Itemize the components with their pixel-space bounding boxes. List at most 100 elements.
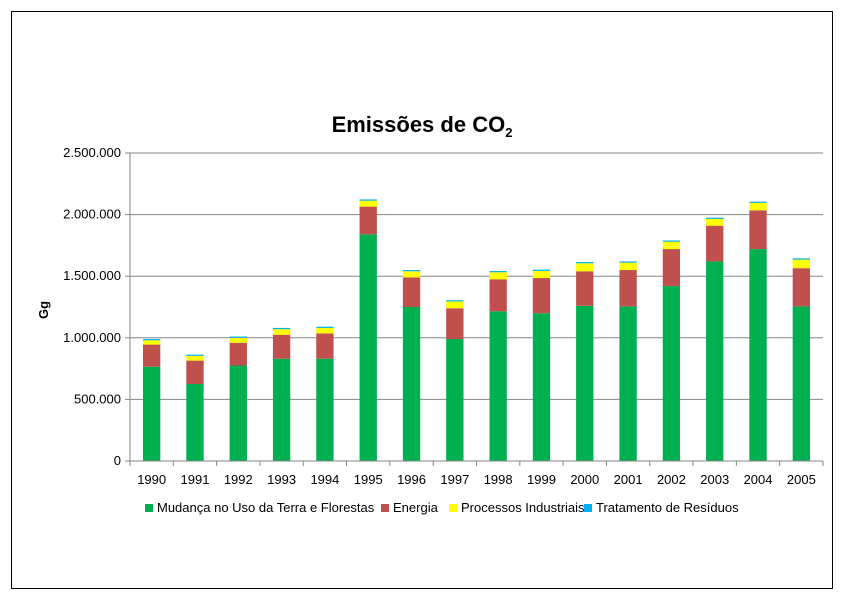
x-tick-label: 1996 bbox=[397, 472, 426, 487]
bar-segment bbox=[749, 201, 767, 203]
bar-segment bbox=[359, 206, 377, 235]
bar-segment bbox=[186, 354, 204, 356]
x-tick-labels: 1990 1991 1992 1993 1994 1995 1996 1997 1998 1999… bbox=[137, 472, 816, 487]
bar-segment bbox=[749, 202, 767, 211]
bar-segment bbox=[532, 313, 551, 461]
x-tick-label: 2005 bbox=[787, 472, 816, 487]
bar-segment bbox=[229, 336, 247, 338]
bar-segment bbox=[316, 333, 334, 359]
legend-item: Tratamento de Resíduos bbox=[584, 500, 739, 515]
bar-segment bbox=[576, 263, 594, 272]
bar-segment bbox=[662, 240, 681, 242]
chart-title: Emissões de CO2 bbox=[332, 112, 513, 140]
x-tick-label: 1994 bbox=[310, 472, 339, 487]
bar-segment bbox=[446, 301, 464, 309]
y-tick-label: 1.000.000 bbox=[63, 330, 121, 345]
bar-segment bbox=[619, 306, 637, 461]
bar-segment bbox=[792, 306, 811, 461]
bar-segment bbox=[662, 249, 681, 287]
y-tick-labels: 0 500.000 1.000.000 1.500.000 2.000.000 2.500… bbox=[63, 145, 121, 468]
bar-segment bbox=[272, 327, 291, 330]
legend-label: Tratamento de Resíduos bbox=[596, 500, 739, 515]
bar-segment bbox=[792, 259, 811, 269]
legend-swatch bbox=[449, 504, 457, 512]
bars bbox=[142, 199, 811, 461]
bar-segment bbox=[402, 277, 421, 307]
bar-segment bbox=[619, 261, 637, 263]
bar-segment bbox=[142, 339, 161, 341]
bar-segment bbox=[359, 199, 377, 201]
x-tick-label: 1992 bbox=[224, 472, 253, 487]
bar-segment bbox=[576, 262, 594, 264]
bar-segment bbox=[272, 334, 291, 359]
axes bbox=[125, 152, 824, 466]
x-tick-label: 1993 bbox=[267, 472, 296, 487]
legend: Mudança no Uso da Terra e Florestas Energ… bbox=[145, 500, 739, 515]
bar-segment bbox=[489, 279, 507, 312]
bar-segment bbox=[402, 270, 421, 272]
bar-segment bbox=[792, 268, 811, 307]
legend-label: Processos Industriais bbox=[461, 500, 585, 515]
x-tick-label: 1995 bbox=[354, 472, 383, 487]
bar-segment bbox=[489, 272, 507, 280]
bar-segment bbox=[229, 365, 247, 461]
bar-segment bbox=[229, 337, 247, 343]
x-tick-label: 2004 bbox=[744, 472, 773, 487]
bar-segment bbox=[186, 360, 204, 384]
bar-segment bbox=[706, 217, 724, 219]
bar-segment bbox=[576, 305, 594, 461]
bar-segment bbox=[402, 307, 421, 461]
bar-segment bbox=[532, 269, 551, 271]
bar-segment bbox=[142, 344, 161, 367]
legend-item: Processos Industriais bbox=[449, 500, 585, 515]
bar-segment bbox=[272, 358, 291, 461]
bar-segment bbox=[316, 358, 334, 461]
x-tick-label: 2000 bbox=[570, 472, 599, 487]
bar-segment bbox=[186, 384, 204, 461]
bar-segment bbox=[792, 258, 811, 260]
x-tick-label: 2003 bbox=[700, 472, 729, 487]
y-tick-label: 0 bbox=[114, 453, 121, 468]
bar-segment bbox=[532, 278, 551, 314]
bar-segment bbox=[489, 271, 507, 273]
x-tick-label: 1990 bbox=[137, 472, 166, 487]
bar-segment bbox=[186, 355, 204, 361]
x-tick-label: 1998 bbox=[484, 472, 513, 487]
bar-segment bbox=[316, 327, 334, 334]
legend-swatch bbox=[381, 504, 389, 512]
legend-label: Mudança no Uso da Terra e Florestas bbox=[157, 500, 375, 515]
legend-item: Mudança no Uso da Terra e Florestas bbox=[145, 500, 375, 515]
bar-segment bbox=[446, 308, 464, 340]
bar-segment bbox=[749, 249, 767, 461]
y-axis-label: Gg bbox=[36, 301, 51, 319]
y-tick-label: 2.000.000 bbox=[63, 207, 121, 222]
bar-segment bbox=[402, 271, 421, 278]
y-tick-label: 2.500.000 bbox=[63, 145, 121, 160]
y-tick-label: 1.500.000 bbox=[63, 268, 121, 283]
bar-segment bbox=[272, 329, 291, 335]
bar-segment bbox=[619, 270, 637, 307]
legend-item: Energia bbox=[381, 500, 439, 515]
bar-segment bbox=[229, 342, 247, 366]
bar-segment bbox=[706, 218, 724, 226]
bar-segment bbox=[142, 340, 161, 345]
bar-segment bbox=[142, 366, 161, 461]
bar-segment bbox=[316, 326, 334, 328]
bar-segment bbox=[532, 270, 551, 279]
bar-segment bbox=[489, 311, 507, 461]
bar-segment bbox=[706, 225, 724, 262]
bar-segment bbox=[662, 286, 681, 461]
bar-segment bbox=[662, 241, 681, 250]
x-tick-label: 1997 bbox=[440, 472, 469, 487]
legend-swatch bbox=[145, 504, 153, 512]
legend-label: Energia bbox=[393, 500, 439, 515]
x-tick-label: 2001 bbox=[614, 472, 643, 487]
bar-segment bbox=[749, 210, 767, 250]
x-tick-label: 1999 bbox=[527, 472, 556, 487]
bar-segment bbox=[359, 200, 377, 207]
bar-segment bbox=[446, 339, 464, 461]
x-tick-label: 1991 bbox=[181, 472, 210, 487]
bar-segment bbox=[706, 261, 724, 461]
bar-segment bbox=[446, 300, 464, 302]
bar-segment bbox=[576, 271, 594, 306]
